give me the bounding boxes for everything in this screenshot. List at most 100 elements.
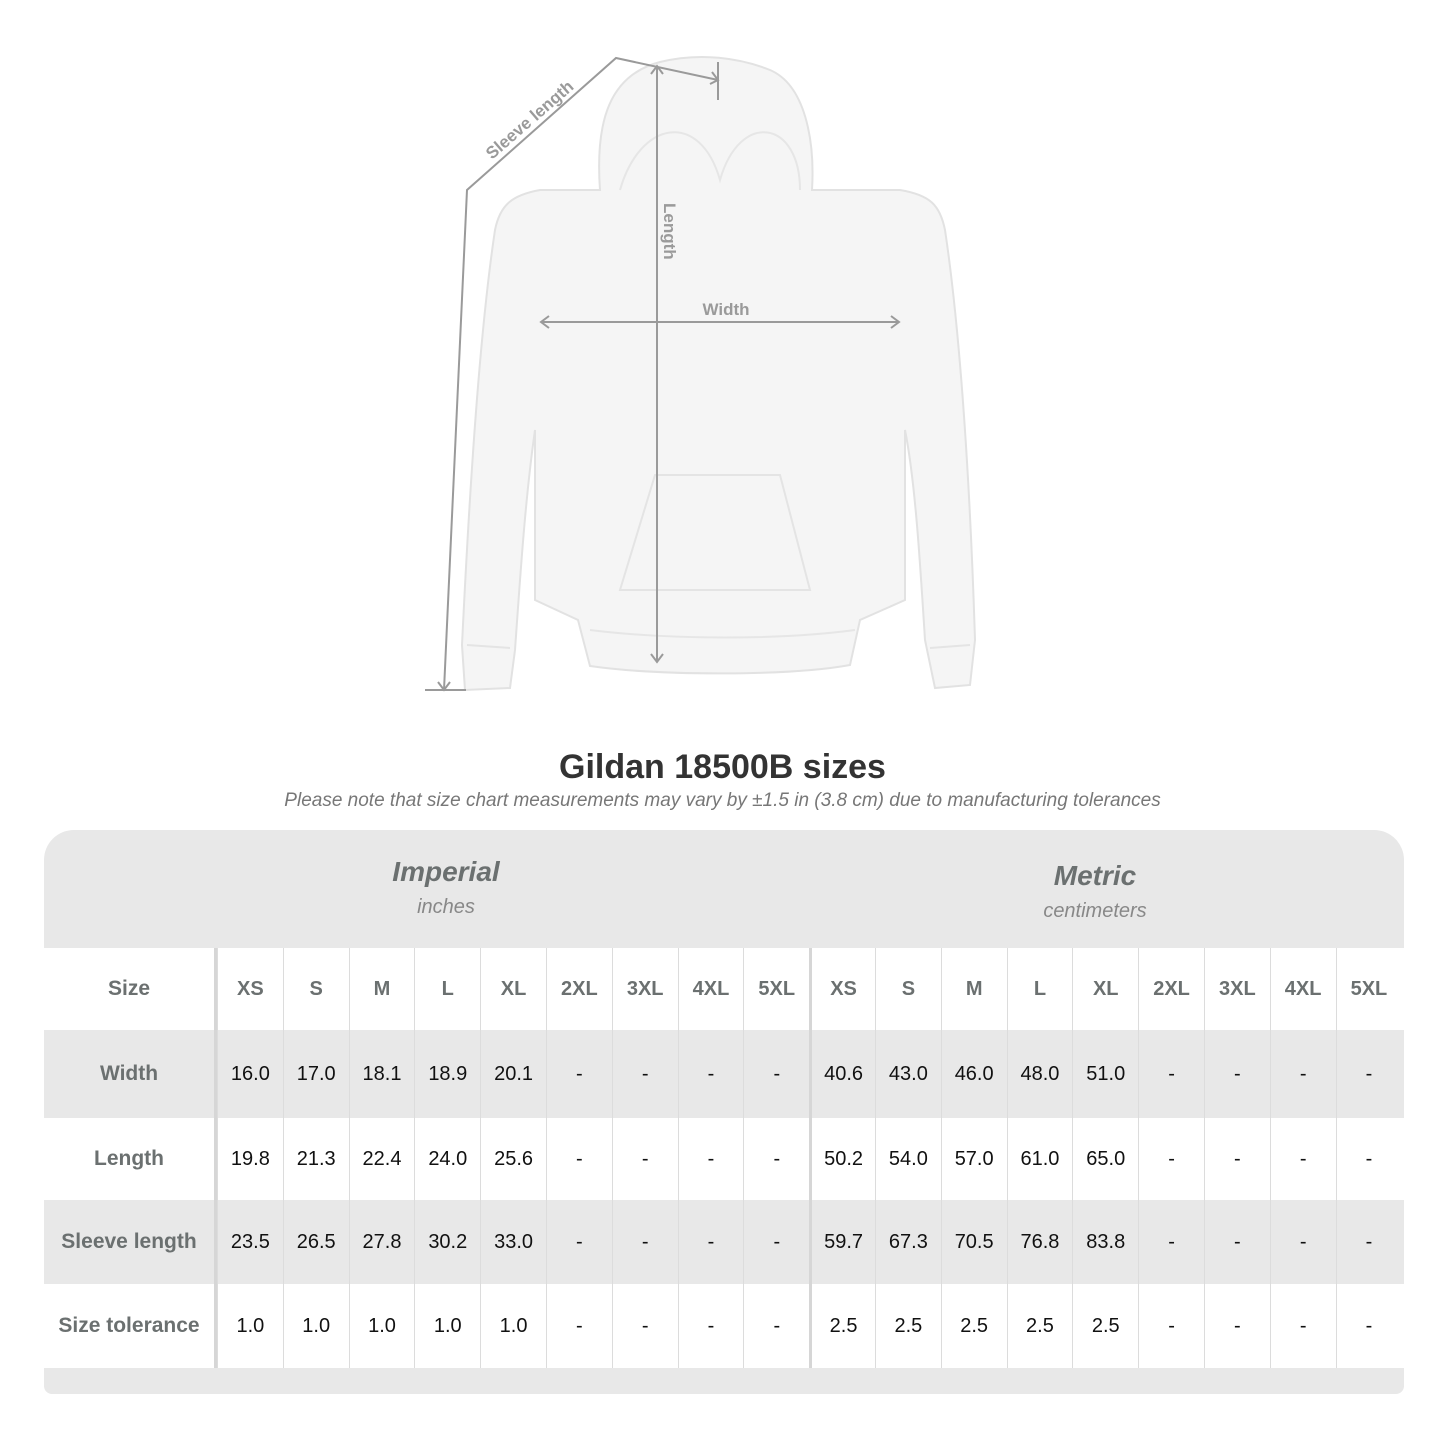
measurement-lines [425, 56, 901, 692]
metric-value-cell: - [1203, 1200, 1270, 1284]
imperial-value-cell: 17.0 [282, 1030, 349, 1118]
imperial-value-cell: 21.3 [282, 1118, 349, 1200]
imperial-value-cell: 19.8 [217, 1118, 283, 1200]
imperial-value-cell: 1.0 [480, 1284, 546, 1368]
imperial-value-cell: 27.8 [348, 1200, 415, 1284]
metric-value-cell: - [1269, 1200, 1336, 1284]
imperial-value-cell: - [743, 1030, 809, 1118]
size-header-imperial-xs: XS [217, 948, 283, 1030]
chart-title: Gildan 18500B sizes [559, 748, 886, 786]
metric-value-cell: - [1138, 1118, 1204, 1200]
imperial-value-cell: 16.0 [217, 1030, 283, 1118]
size-header-metric-xs: XS [809, 948, 875, 1030]
imperial-value-cell: 1.0 [217, 1284, 283, 1368]
row-label: Size [44, 948, 217, 1030]
metric-value-cell: - [1269, 1118, 1336, 1200]
metric-value-cell: - [1203, 1118, 1270, 1200]
size-header-imperial-s: S [282, 948, 349, 1030]
metric-value-cell: - [1335, 1200, 1402, 1284]
imperial-value-cell: 1.0 [414, 1284, 480, 1368]
metric-value-cell: - [1203, 1284, 1270, 1368]
sleeve-length-label: Sleeve length [482, 77, 577, 163]
metric-value-cell: - [1335, 1030, 1402, 1118]
imperial-value-cell: 18.1 [348, 1030, 415, 1118]
imperial-value-cell: 30.2 [414, 1200, 480, 1284]
size-header-metric-l: L [1006, 948, 1073, 1030]
size-header-metric-m: M [940, 948, 1007, 1030]
imperial-title: Imperial [392, 856, 500, 887]
imperial-value-cell: 23.5 [217, 1200, 283, 1284]
metric-value-cell: 57.0 [940, 1118, 1007, 1200]
metric-value-cell: - [1203, 1030, 1270, 1118]
imperial-value-cell: - [743, 1118, 809, 1200]
metric-unit: centimeters [1043, 900, 1147, 922]
imperial-value-cell: - [611, 1030, 678, 1118]
imperial-value-cell: 33.0 [480, 1200, 546, 1284]
imperial-value-cell: 22.4 [348, 1118, 415, 1200]
metric-value-cell: 65.0 [1072, 1118, 1138, 1200]
imperial-value-cell: - [677, 1284, 744, 1368]
sleeve-length-line [443, 56, 719, 691]
metric-value-cell: 40.6 [809, 1030, 875, 1118]
imperial-value-cell: - [677, 1030, 744, 1118]
size-header-metric-3xl: 3XL [1203, 948, 1270, 1030]
row-label: Length [44, 1118, 217, 1200]
size-header-imperial-l: L [414, 948, 480, 1030]
metric-value-cell: 61.0 [1006, 1118, 1073, 1200]
table-row: Length 19.8 21.3 22.4 24.0 25.6- - - -50.2 54.0 57… [44, 1118, 1404, 1200]
imperial-value-cell: 18.9 [414, 1030, 480, 1118]
size-header-metric-s: S [874, 948, 941, 1030]
metric-value-cell: 48.0 [1006, 1030, 1073, 1118]
imperial-unit: inches [417, 896, 475, 918]
row-label: Width [44, 1030, 217, 1118]
size-table: Imperial inches Metric centimeters Size X… [44, 830, 1404, 1394]
metric-value-cell: 76.8 [1006, 1200, 1073, 1284]
metric-value-cell: 2.5 [1006, 1284, 1073, 1368]
hoodie-illustration [460, 55, 977, 692]
imperial-value-cell: - [611, 1118, 678, 1200]
width-label: Width [702, 300, 749, 319]
imperial-value-cell: 26.5 [282, 1200, 349, 1284]
size-header-imperial-4xl: 4XL [677, 948, 744, 1030]
size-grid: Size XS S M L XL 2XL 3XL 4XL 5XL XS S M L XL 2XL 3XL 4XL 5… [44, 948, 1404, 1368]
row-label: Sleeve length [44, 1200, 217, 1284]
size-header-metric-2xl: 2XL [1138, 948, 1204, 1030]
metric-value-cell: 2.5 [940, 1284, 1007, 1368]
metric-value-cell: 83.8 [1072, 1200, 1138, 1284]
metric-value-cell: 43.0 [874, 1030, 941, 1118]
size-header-row: Size XS S M L XL 2XL 3XL 4XL 5XL XS S M L XL 2XL 3XL 4XL 5… [44, 948, 1404, 1030]
imperial-value-cell: - [677, 1200, 744, 1284]
metric-value-cell: 50.2 [809, 1118, 875, 1200]
metric-value-cell: 70.5 [940, 1200, 1007, 1284]
metric-value-cell: - [1269, 1284, 1336, 1368]
size-header-imperial-2xl: 2XL [545, 948, 612, 1030]
table-row: Size tolerance 1.0 1.0 1.0 1.0 1.0- - - -2.5 2.5 2… [44, 1284, 1404, 1368]
size-header-imperial-3xl: 3XL [611, 948, 678, 1030]
imperial-value-cell: 25.6 [480, 1118, 546, 1200]
table-row: Width 16.0 17.0 18.1 18.9 20.1- - - -40.6 43.0 46.… [44, 1030, 1404, 1118]
imperial-value-cell: - [545, 1284, 612, 1368]
imperial-header: Imperial inches [246, 856, 646, 919]
metric-value-cell: - [1138, 1284, 1204, 1368]
metric-value-cell: 67.3 [874, 1200, 941, 1284]
hoodie-diagram: Sleeve length Length Width [425, 55, 977, 692]
imperial-value-cell: - [545, 1118, 612, 1200]
metric-value-cell: 2.5 [809, 1284, 875, 1368]
imperial-value-cell: 1.0 [282, 1284, 349, 1368]
size-header-imperial-5xl: 5XL [743, 948, 809, 1030]
metric-value-cell: 51.0 [1072, 1030, 1138, 1118]
size-header-metric-xl: XL [1072, 948, 1138, 1030]
metric-value-cell: 54.0 [874, 1118, 941, 1200]
imperial-value-cell: - [677, 1118, 744, 1200]
length-label: Length [660, 203, 679, 260]
imperial-value-cell: - [611, 1284, 678, 1368]
row-label: Size tolerance [44, 1284, 217, 1368]
imperial-value-cell: 24.0 [414, 1118, 480, 1200]
metric-value-cell: - [1335, 1118, 1402, 1200]
metric-value-cell: - [1269, 1030, 1336, 1118]
metric-value-cell: 2.5 [1072, 1284, 1138, 1368]
imperial-value-cell: 1.0 [348, 1284, 415, 1368]
imperial-value-cell: - [743, 1200, 809, 1284]
imperial-value-cell: - [545, 1030, 612, 1118]
